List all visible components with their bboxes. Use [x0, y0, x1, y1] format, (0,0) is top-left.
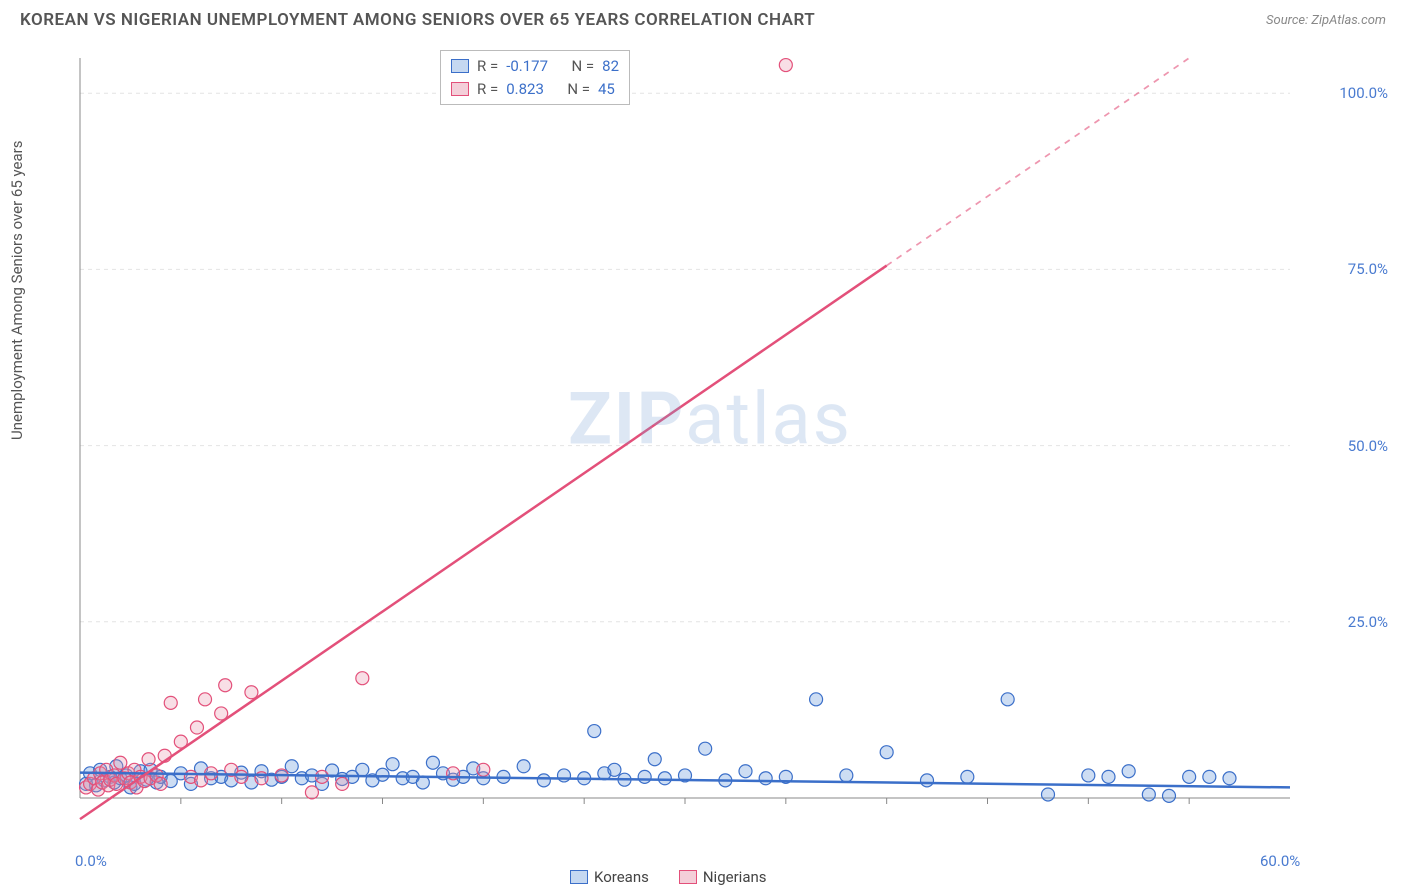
n-value: 45 — [598, 78, 615, 101]
n-label: N = — [567, 78, 590, 101]
legend-swatch — [451, 59, 469, 73]
chart-title: KOREAN VS NIGERIAN UNEMPLOYMENT AMONG SE… — [20, 10, 815, 30]
chart-svg — [60, 48, 1360, 838]
x-tick-label: 60.0% — [1260, 852, 1300, 870]
x-tick-label: 0.0% — [75, 852, 107, 870]
y-tick-label: 50.0% — [1348, 437, 1388, 455]
legend-swatch — [451, 82, 469, 96]
legend-label: Koreans — [594, 868, 649, 886]
plot-area: ZIPatlas — [60, 48, 1360, 838]
n-label: N = — [571, 55, 594, 78]
source-label: Source: ZipAtlas.com — [1266, 13, 1386, 28]
n-value: 82 — [602, 55, 619, 78]
legend-row: R = 0.823 N = 45 — [451, 78, 619, 101]
correlation-legend: R = -0.177 N = 82 R = 0.823 N = 45 — [440, 50, 630, 105]
legend-item: Koreans — [570, 868, 649, 886]
y-tick-label: 100.0% — [1339, 84, 1388, 102]
r-label: R = — [477, 55, 498, 78]
legend-item: Nigerians — [679, 868, 767, 886]
r-value: 0.823 — [506, 78, 544, 101]
series-legend: Koreans Nigerians — [570, 868, 767, 886]
y-tick-label: 25.0% — [1348, 613, 1388, 631]
legend-label: Nigerians — [703, 868, 767, 886]
y-axis-label: Unemployment Among Seniors over 65 years — [8, 141, 26, 440]
r-label: R = — [477, 78, 498, 101]
y-tick-label: 75.0% — [1348, 260, 1388, 278]
header-row: KOREAN VS NIGERIAN UNEMPLOYMENT AMONG SE… — [0, 0, 1406, 30]
legend-row: R = -0.177 N = 82 — [451, 55, 619, 78]
r-value: -0.177 — [506, 55, 548, 78]
legend-swatch — [570, 870, 588, 884]
legend-swatch — [679, 870, 697, 884]
